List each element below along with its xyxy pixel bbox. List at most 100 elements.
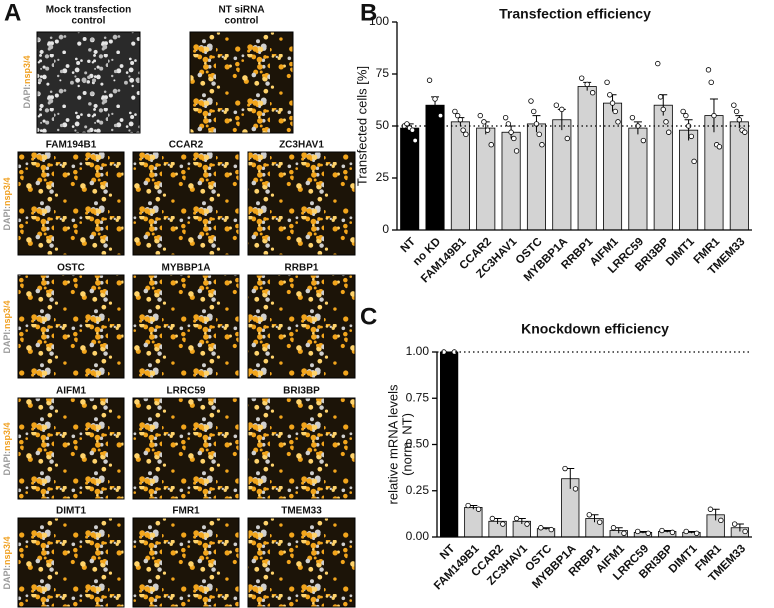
data-point <box>615 119 621 125</box>
panel-letter: A <box>4 0 21 26</box>
data-point <box>481 119 487 125</box>
data-point <box>711 112 717 119</box>
micrograph-title: TMEM33 <box>281 506 322 517</box>
data-point <box>457 117 464 123</box>
data-point <box>733 108 740 115</box>
channel-dapi: DAPI: <box>2 329 12 354</box>
data-point <box>477 112 483 119</box>
data-point <box>538 525 544 531</box>
data-point <box>716 144 723 150</box>
panel-letter: C <box>360 303 377 330</box>
bar <box>425 104 445 231</box>
data-point <box>645 530 651 536</box>
data-point <box>660 106 666 113</box>
y-axis-label: relative mRNA levels <box>385 384 400 504</box>
data-point <box>562 465 568 472</box>
x-tick-label: DIMT1 <box>667 542 700 575</box>
y-axis-label: (norm. NT) <box>399 413 414 476</box>
channel-dapi: DAPI: <box>2 565 12 590</box>
data-point <box>528 98 534 104</box>
micrograph-title: CCAR2 <box>169 140 204 151</box>
data-point <box>463 131 469 138</box>
data-point <box>666 129 672 135</box>
data-point <box>612 108 618 115</box>
micrograph <box>132 517 240 608</box>
data-point <box>607 92 613 98</box>
data-point <box>513 515 520 522</box>
data-point <box>736 117 743 123</box>
data-point <box>505 121 512 127</box>
channel-dapi: DAPI: <box>2 451 12 476</box>
data-point <box>536 131 542 138</box>
data-point <box>659 527 665 534</box>
data-point <box>508 129 514 135</box>
channel-nsp: nsp3/4 <box>2 422 12 451</box>
data-point <box>663 119 669 125</box>
micrograph <box>17 397 125 500</box>
x-tick-label: NT <box>399 236 418 255</box>
micrograph-title: MYBBP1A <box>162 263 211 274</box>
data-point <box>629 114 636 121</box>
bar <box>729 121 749 231</box>
data-point <box>621 530 627 536</box>
y-tick-label: 25 <box>376 170 390 184</box>
channel-nsp: nsp3/4 <box>2 300 12 329</box>
x-tick-label: DIMT1 <box>664 235 697 268</box>
channel-nsp: nsp3/4 <box>22 55 32 84</box>
y-tick-label: 0.75 <box>406 390 430 404</box>
channel-label: DAPI:nsp3/4 <box>2 177 12 230</box>
data-point <box>531 108 537 115</box>
micrograph-title: DIMT1 <box>56 506 86 517</box>
data-point <box>742 528 748 535</box>
bar <box>501 131 521 231</box>
data-point <box>705 67 712 73</box>
data-point <box>604 79 610 86</box>
micrograph <box>17 274 125 379</box>
micrograph <box>247 274 356 379</box>
micrograph <box>132 151 240 256</box>
bar <box>450 121 470 231</box>
y-tick-label: 1.00 <box>406 344 430 358</box>
data-point <box>489 515 496 522</box>
bar <box>400 127 420 231</box>
micrograph-title: FMR1 <box>172 506 200 517</box>
data-point <box>572 486 579 492</box>
data-point <box>564 135 570 142</box>
data-point <box>579 75 585 81</box>
data-point <box>635 528 641 535</box>
data-point <box>718 517 724 524</box>
micrograph-title: ZC3HAV1 <box>279 140 324 151</box>
data-point <box>409 127 416 133</box>
y-axis-label: Transfected cells [%] <box>354 66 369 186</box>
data-point <box>437 112 444 119</box>
bar <box>439 351 459 538</box>
data-point <box>412 137 418 144</box>
data-point <box>460 127 466 133</box>
micrograph-title: LRRC59 <box>167 386 206 397</box>
micrograph-title: control <box>72 16 106 27</box>
y-tick-label: 100 <box>369 14 389 28</box>
data-point <box>731 521 738 527</box>
channel-nsp: nsp3/4 <box>2 536 12 565</box>
data-point <box>610 525 617 531</box>
y-tick-label: 75 <box>376 66 390 80</box>
y-tick-label: 50 <box>376 118 390 132</box>
micrograph-title: OSTC <box>57 263 85 274</box>
error-bar <box>684 119 693 141</box>
y-tick-label: 0 <box>382 222 389 236</box>
bar <box>628 127 648 231</box>
data-point <box>484 127 491 133</box>
y-tick-label: 0.50 <box>406 437 430 451</box>
data-point <box>513 148 520 154</box>
data-point <box>426 77 433 83</box>
data-point <box>691 158 697 165</box>
data-point <box>657 94 664 100</box>
data-point <box>524 521 530 527</box>
bar <box>464 506 483 538</box>
y-tick-label: 0.25 <box>406 483 430 497</box>
micrograph <box>132 274 240 379</box>
data-point <box>688 133 695 140</box>
bar <box>526 123 546 231</box>
channel-label: DAPI:nsp3/4 <box>22 55 32 108</box>
